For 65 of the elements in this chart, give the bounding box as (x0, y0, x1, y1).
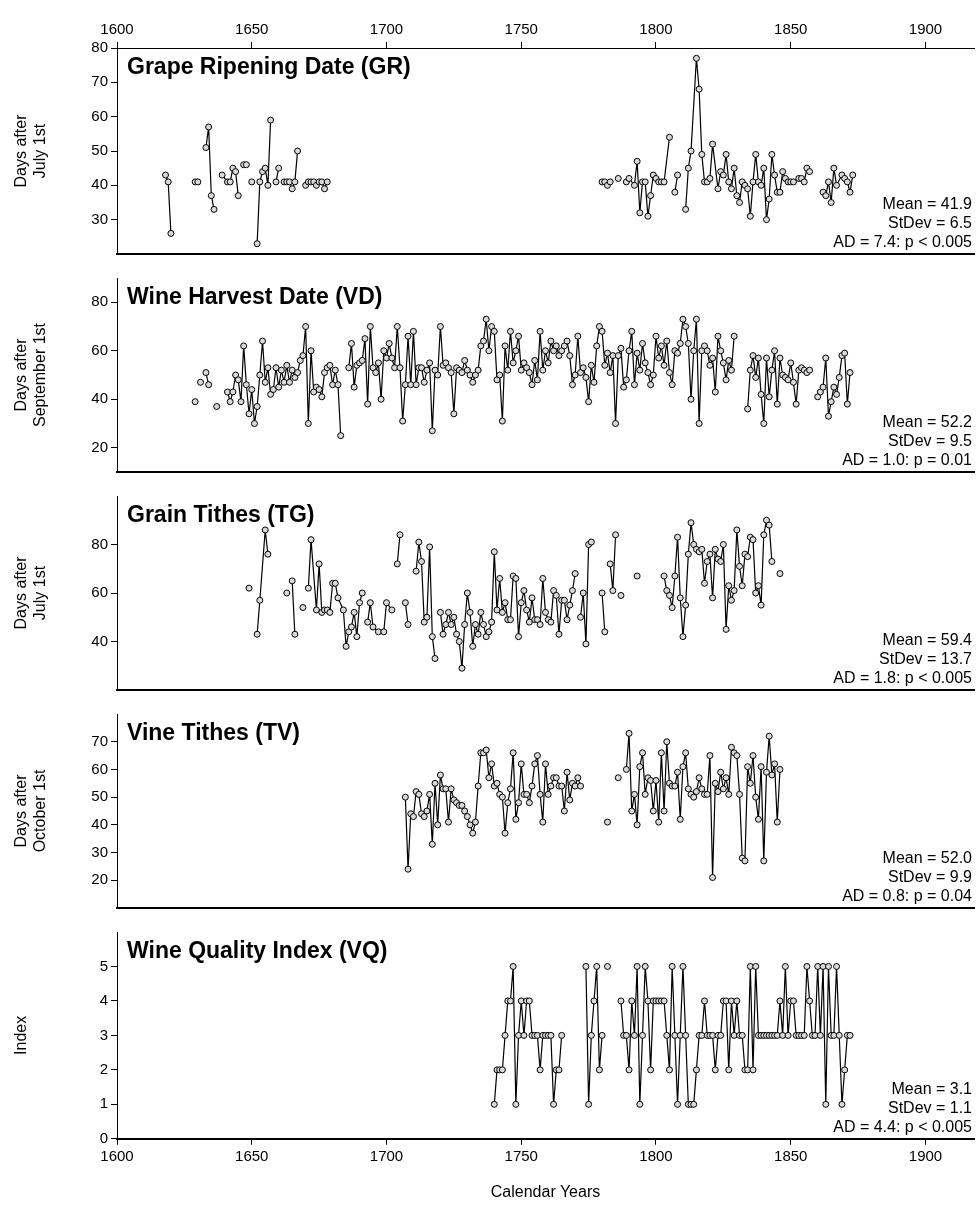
x-tick-label: 1800 (639, 1146, 673, 1164)
y-tick-label: 4 (99, 991, 108, 1009)
y-tick-label: 80 (91, 292, 108, 310)
y-tick-label: 80 (91, 38, 108, 56)
chart-title: Wine Quality Index (VQ) (127, 936, 388, 963)
x-tick-label: 1850 (774, 1146, 808, 1164)
annotation: StDev = 9.5 (887, 432, 973, 450)
annotation: AD = 1.8: p < 0.005 (833, 669, 973, 687)
annotation: StDev = 13.7 (879, 650, 973, 668)
y-tick-label: 40 (91, 631, 108, 649)
y-tick-label: 5 (99, 956, 108, 974)
x2-tick-label: 1700 (369, 20, 404, 38)
y-tick-label: 20 (91, 870, 108, 888)
annotation: Mean = 52.2 (882, 413, 973, 431)
annotation: AD = 0.8: p = 0.04 (842, 887, 973, 905)
x2-tick-label: 1850 (774, 20, 808, 38)
x-tick-label: 1700 (369, 1146, 404, 1164)
y-tick-label: 60 (91, 583, 108, 601)
chart-title: Grain Tithes (TG) (127, 500, 315, 527)
chart-title: Grape Ripening Date (GR) (127, 52, 411, 79)
y-tick-label: 50 (91, 787, 108, 805)
annotation: AD = 4.4: p < 0.005 (833, 1118, 973, 1136)
x-axis-title: Calendar Years (490, 1182, 601, 1200)
x-tick-label: 1900 (908, 1146, 943, 1164)
y-tick-label: 20 (91, 437, 108, 455)
y-tick-label: 40 (91, 175, 108, 193)
annotation: StDev = 6.5 (887, 214, 973, 232)
y-axis-title: Days after September 1st (12, 322, 49, 428)
x2-tick-label: 1600 (100, 20, 134, 38)
annotation: AD = 7.4: p < 0.005 (833, 233, 973, 251)
y-tick-label: 80 (91, 534, 108, 552)
y-tick-label: 30 (91, 209, 108, 227)
annotation: AD = 1.0: p = 0.01 (842, 451, 973, 469)
y-tick-label: 2 (99, 1060, 108, 1078)
annotation: Mean = 3.1 (891, 1080, 973, 1098)
y-axis-title: Index (12, 1015, 30, 1055)
x2-tick-label: 1650 (235, 20, 269, 38)
x-tick-label: 1750 (504, 1146, 538, 1164)
annotation: Mean = 52.0 (882, 849, 973, 867)
y-tick-label: 70 (91, 72, 108, 90)
y-axis-title: Days after October 1st (12, 769, 49, 853)
y-tick-label: 40 (91, 815, 108, 832)
x2-tick-label: 1900 (908, 20, 943, 38)
annotation: StDev = 1.1 (887, 1099, 973, 1117)
y-tick-label: 30 (91, 842, 108, 860)
y-tick-label: 1 (99, 1094, 108, 1112)
chart-title: Wine Harvest Date (VD) (127, 282, 383, 309)
y-tick-label: 70 (91, 731, 108, 749)
x2-tick-label: 1750 (504, 20, 538, 38)
y-tick-label: 60 (91, 106, 108, 124)
chart-title: Vine Tithes (TV) (127, 718, 300, 745)
annotation: StDev = 9.9 (887, 868, 973, 886)
y-tick-label: 60 (91, 759, 108, 777)
annotation: Mean = 41.9 (882, 195, 973, 213)
x-tick-label: 1650 (235, 1146, 269, 1164)
y-tick-label: 3 (99, 1025, 108, 1043)
y-tick-label: 60 (91, 340, 108, 358)
x-tick-label: 1600 (100, 1146, 134, 1164)
y-tick-label: 50 (91, 141, 108, 159)
y-axis-title: Days after July 1st (12, 555, 49, 630)
x2-tick-label: 1800 (639, 20, 673, 38)
y-tick-label: 0 (99, 1128, 108, 1146)
annotation: Mean = 59.4 (882, 631, 973, 649)
y-tick-label: 40 (91, 389, 108, 407)
y-axis-title: Days after July 1st (12, 113, 49, 188)
